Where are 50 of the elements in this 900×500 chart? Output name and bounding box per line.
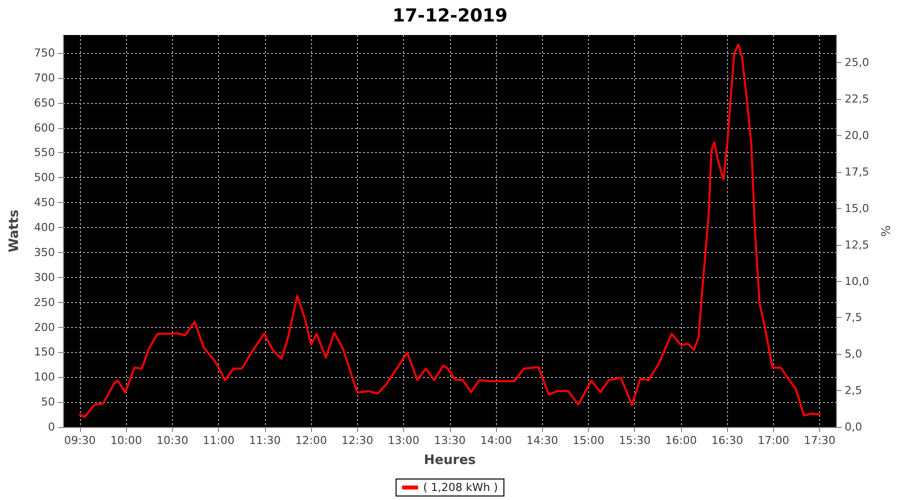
x-tick-label: 15:00	[572, 434, 604, 447]
x-tick-label: 13:00	[388, 434, 420, 447]
x-tick-label: 14:30	[526, 434, 558, 447]
y2-tick-label: 17,5	[844, 165, 870, 178]
y2-axis-title: %	[879, 225, 893, 237]
y-tick-label: 300	[34, 270, 55, 284]
y2-tick-label: 25,0	[844, 56, 870, 70]
y-tick-label: 700	[34, 71, 55, 84]
y-tick-label: 550	[34, 146, 55, 160]
legend-label: ( 1,208 kWh )	[423, 481, 498, 494]
line-series	[78, 43, 821, 418]
x-tick-label: 10:00	[110, 434, 142, 447]
y-tick-label: 450	[34, 196, 55, 210]
y2-tick-label: 10,0	[844, 274, 870, 288]
y-tick-label: 350	[34, 246, 55, 259]
y-tick-label: 100	[34, 370, 55, 384]
x-tick-label: 12:30	[341, 434, 374, 447]
y-tick-label: 750	[34, 46, 55, 60]
y2-tick-label: 15,0	[844, 202, 870, 215]
x-tick-label: 16:00	[665, 434, 697, 447]
y2-tick-label: 22,5	[844, 92, 870, 106]
x-tick-label: 10:30	[156, 434, 188, 447]
x-tick-label: 17:00	[758, 434, 790, 447]
x-tick-label: 14:00	[480, 434, 512, 447]
y2-tick-label: 7,5	[844, 311, 862, 324]
x-tick-label: 15:30	[618, 434, 651, 447]
y2-tick-label: 2,5	[844, 384, 862, 398]
y2-tick-label: 0,0	[844, 420, 862, 434]
y-tick-label: 200	[34, 320, 55, 334]
x-tick-label: 17:30	[804, 434, 836, 447]
y-tick-label: 600	[34, 121, 55, 134]
x-tick-label: 12:00	[295, 434, 327, 447]
y-tick-label: 250	[34, 296, 55, 309]
y2-tick-label: 5,0	[844, 348, 862, 361]
y-tick-label: 150	[34, 346, 55, 359]
x-tick-label: 11:00	[202, 434, 234, 447]
y2-tick-label: 12,5	[844, 238, 870, 252]
x-axis-title: Heures	[424, 453, 476, 468]
y-tick-label: 50	[41, 396, 55, 409]
x-tick-label: 13:30	[434, 434, 466, 447]
y-tick-label: 400	[34, 221, 55, 234]
y2-tick-label: 20,0	[844, 129, 870, 142]
x-tick-label: 16:30	[711, 434, 744, 447]
y-tick-label: 0	[48, 420, 55, 434]
x-tick-label: 09:30	[64, 434, 96, 447]
y-axis-title: Watts	[7, 209, 22, 252]
y-tick-label: 650	[34, 96, 55, 110]
x-tick-label: 11:30	[249, 434, 281, 447]
y-tick-label: 500	[34, 171, 55, 184]
chart-title: 17-12-2019	[392, 6, 508, 26]
